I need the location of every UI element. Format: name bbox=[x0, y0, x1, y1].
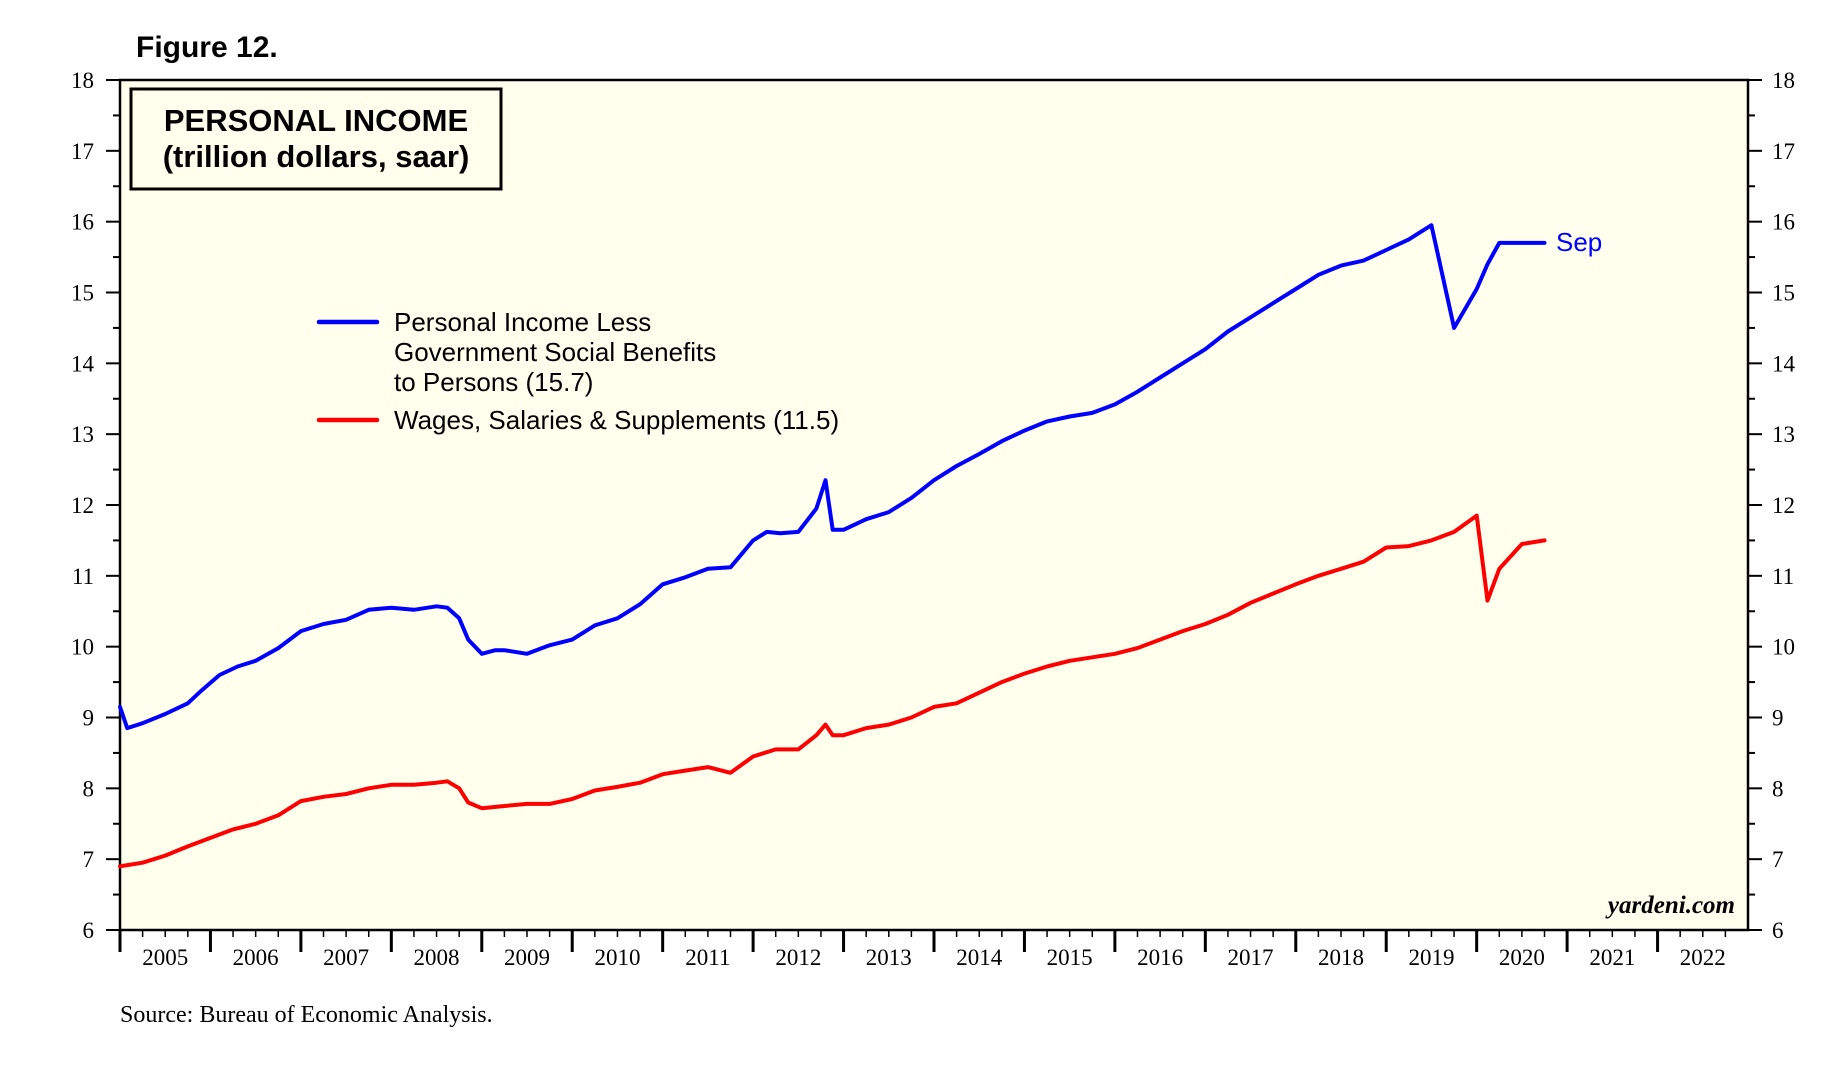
x-tick-label: 2011 bbox=[685, 945, 730, 970]
end-label: Sep bbox=[1556, 227, 1602, 257]
y-tick-label-right: 16 bbox=[1772, 210, 1795, 235]
x-tick-label: 2015 bbox=[1047, 945, 1093, 970]
legend-label: Personal Income Less bbox=[394, 307, 651, 337]
x-tick-label: 2013 bbox=[866, 945, 912, 970]
y-tick-label-right: 11 bbox=[1772, 564, 1794, 589]
x-tick-label: 2012 bbox=[775, 945, 821, 970]
y-tick-label-left: 15 bbox=[71, 281, 94, 306]
y-tick-label-left: 13 bbox=[71, 422, 94, 447]
legend-label: Government Social Benefits bbox=[394, 337, 716, 367]
x-tick-label: 2021 bbox=[1589, 945, 1635, 970]
x-tick-label: 2014 bbox=[956, 945, 1003, 970]
y-tick-label-left: 6 bbox=[83, 918, 95, 943]
x-tick-label: 2018 bbox=[1318, 945, 1364, 970]
legend-label: Wages, Salaries & Supplements (11.5) bbox=[394, 405, 839, 435]
y-tick-label-right: 6 bbox=[1772, 918, 1784, 943]
figure-label: Figure 12. bbox=[136, 31, 278, 64]
x-tick-label: 2009 bbox=[504, 945, 550, 970]
y-tick-label-left: 8 bbox=[83, 776, 95, 801]
y-tick-label-right: 9 bbox=[1772, 706, 1784, 731]
y-tick-label-right: 17 bbox=[1772, 139, 1795, 164]
x-tick-label: 2008 bbox=[414, 945, 460, 970]
y-tick-label-right: 15 bbox=[1772, 281, 1795, 306]
y-tick-label-right: 14 bbox=[1772, 351, 1796, 376]
title-box-frame bbox=[129, 87, 503, 191]
watermark: yardeni.com bbox=[1605, 892, 1735, 919]
y-tick-label-left: 16 bbox=[71, 210, 94, 235]
y-tick-label-right: 7 bbox=[1772, 847, 1784, 872]
y-tick-label-right: 18 bbox=[1772, 68, 1795, 93]
y-tick-label-right: 8 bbox=[1772, 776, 1784, 801]
y-tick-label-left: 14 bbox=[71, 351, 95, 376]
series-lines bbox=[118, 223, 1547, 869]
x-tick-label: 2022 bbox=[1680, 945, 1726, 970]
x-tick-label: 2016 bbox=[1137, 945, 1183, 970]
x-axis: 2005 2006 2007 2008 2009 2010 2011 2012 2013 2014… bbox=[118, 930, 1727, 970]
legend-label: to Persons (15.7) bbox=[394, 367, 593, 397]
x-tick-label: 2007 bbox=[323, 945, 369, 970]
x-tick-label: 2005 bbox=[142, 945, 188, 970]
x-tick-label: 2017 bbox=[1228, 945, 1274, 970]
x-tick-label: 2010 bbox=[594, 945, 640, 970]
x-tick-label: 2019 bbox=[1408, 945, 1454, 970]
y-tick-label-right: 10 bbox=[1772, 635, 1795, 660]
x-tick-label: 2006 bbox=[233, 945, 279, 970]
plot-area bbox=[118, 78, 1750, 932]
y-tick-label-left: 9 bbox=[83, 706, 95, 731]
series-line-2 bbox=[118, 513, 1547, 869]
y-tick-label-left: 11 bbox=[72, 564, 94, 589]
chart-subtitle: (trillion dollars, saar) bbox=[163, 139, 470, 174]
y-axis-right: 6 7 8 9 10 11 12 13 14 15 16 17 18 bbox=[1748, 68, 1796, 943]
y-tick-label-right: 13 bbox=[1772, 422, 1795, 447]
y-tick-label-left: 7 bbox=[83, 847, 95, 872]
y-tick-label-left: 10 bbox=[71, 635, 94, 660]
chart-title: PERSONAL INCOME bbox=[164, 103, 468, 138]
y-tick-label-right: 12 bbox=[1772, 493, 1795, 518]
source-note: Source: Bureau of Economic Analysis. bbox=[120, 1002, 493, 1028]
y-axis-left: 6 7 8 9 10 11 12 13 14 15 16 17 18 bbox=[71, 68, 120, 943]
title-box: PERSONAL INCOME (trillion dollars, saar) bbox=[129, 87, 503, 191]
series-line-1 bbox=[118, 223, 1547, 731]
y-tick-label-left: 12 bbox=[71, 493, 94, 518]
y-tick-label-left: 18 bbox=[71, 68, 94, 93]
x-tick-label: 2020 bbox=[1499, 945, 1545, 970]
y-tick-label-left: 17 bbox=[71, 139, 94, 164]
